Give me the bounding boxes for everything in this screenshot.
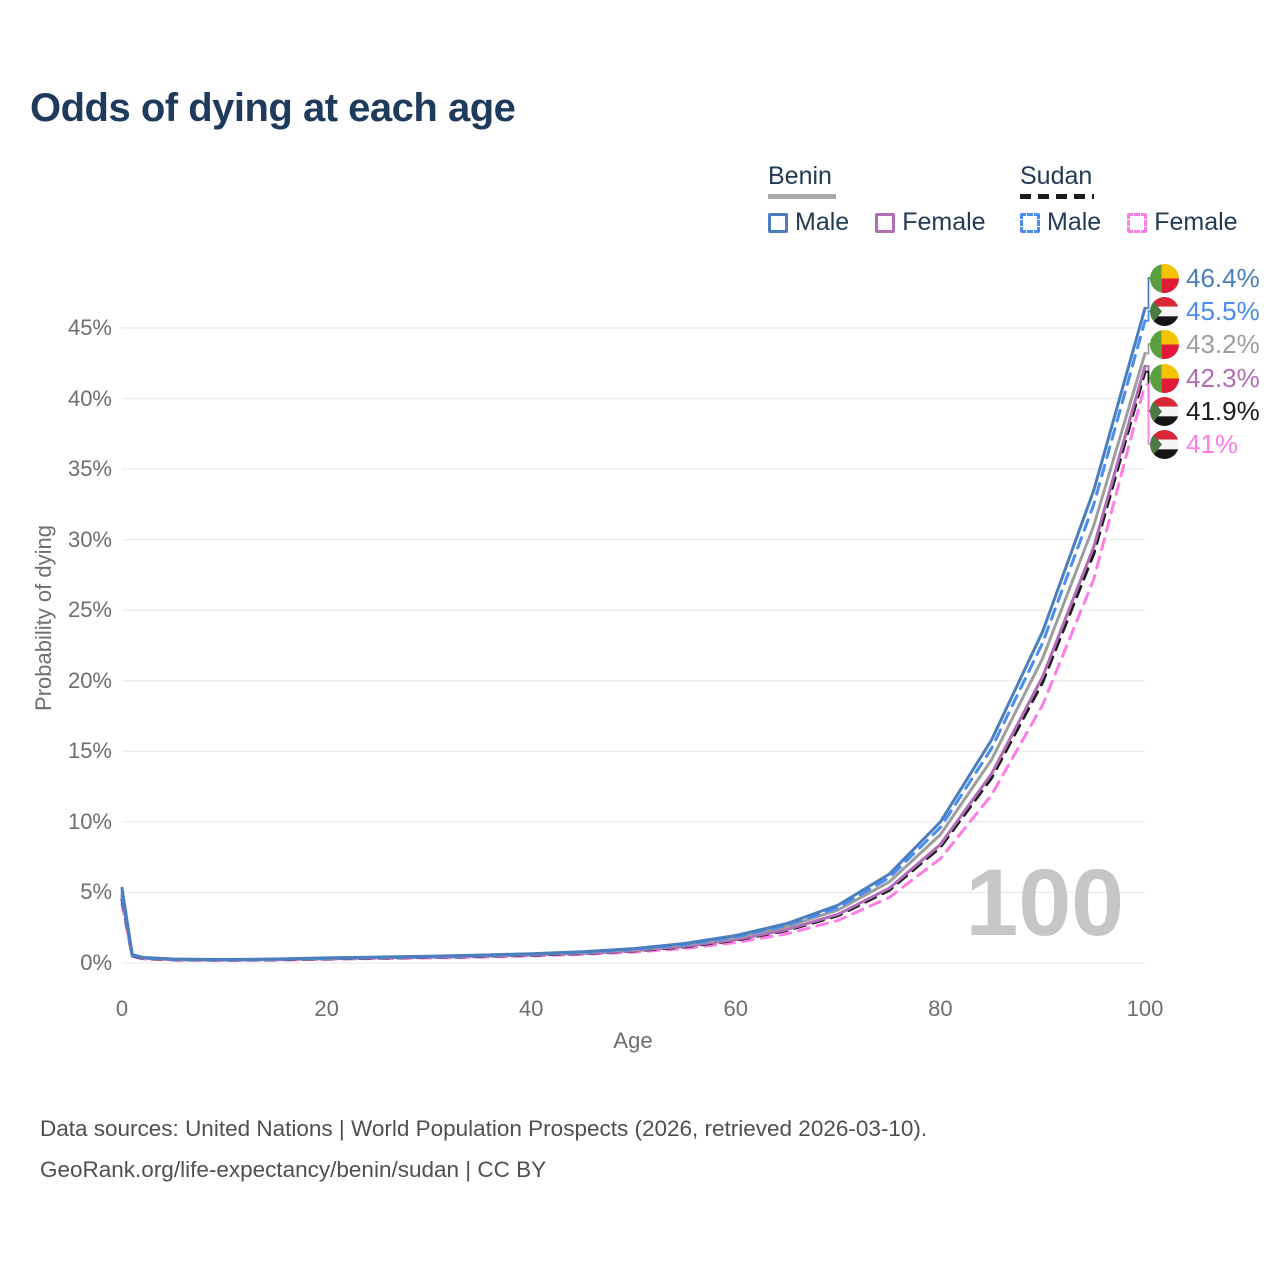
sudan-dashed-line-sample xyxy=(1020,194,1094,199)
y-tick-label: 25% xyxy=(67,597,112,623)
benin-flag-icon xyxy=(1150,329,1179,359)
x-axis-title: Age xyxy=(613,1028,653,1053)
source-line-2: GeoRank.org/life-expectancy/benin/sudan … xyxy=(40,1157,547,1182)
sudan-flag-icon xyxy=(1150,396,1179,426)
end-label-row-sudan-female: 41% xyxy=(1150,429,1238,459)
x-tick-label: 100 xyxy=(1126,996,1164,1021)
end-label-value: 41% xyxy=(1186,428,1239,459)
legend-label-benin-female: Female xyxy=(902,208,986,236)
legend-title-benin: Benin xyxy=(768,162,832,190)
end-label-row-sudan-combined: 41.9% xyxy=(1150,396,1260,426)
end-label-row-sudan-male: 45.5% xyxy=(1150,296,1260,326)
series-line-benin-male xyxy=(120,306,1147,962)
x-tick-label: 60 xyxy=(723,996,749,1021)
legend-items-sudan: Male Female xyxy=(1020,208,1238,237)
page-title: Odds of dying at each age xyxy=(30,86,516,130)
sudan-female-swatch-icon xyxy=(1127,212,1148,233)
legend-items-benin: Male Female xyxy=(768,208,986,237)
end-label-row-benin-female: 42.3% xyxy=(1150,363,1260,393)
legend-item-sudan-male[interactable]: Male xyxy=(1020,208,1101,237)
sudan-flag-icon xyxy=(1150,429,1179,459)
legend-item-benin-male[interactable]: Male xyxy=(768,208,849,237)
x-tick-label: 20 xyxy=(314,996,339,1021)
legend-group-benin: Benin Male Female xyxy=(768,162,986,237)
sudan-male-swatch-icon xyxy=(1020,212,1040,233)
end-label-row-benin-combined: 43.2% xyxy=(1150,329,1260,359)
benin-flag-icon xyxy=(1150,363,1179,393)
end-label-value: 42.3% xyxy=(1186,362,1260,393)
y-tick-label: 5% xyxy=(80,879,112,905)
end-label-row-benin-male: 46.4% xyxy=(1150,263,1260,293)
end-label-value: 43.2% xyxy=(1186,328,1260,359)
benin-female-swatch-icon xyxy=(875,212,896,233)
legend-title-sudan: Sudan xyxy=(1020,162,1093,190)
y-axis-title: Probability of dying xyxy=(31,525,56,711)
benin-solid-line-sample xyxy=(768,194,836,199)
x-tick-label: 40 xyxy=(518,996,544,1021)
age-watermark: 100 xyxy=(965,850,1124,956)
source-text: Data sources: United Nations | World Pop… xyxy=(40,1108,927,1190)
x-tick-label: 0 xyxy=(115,996,129,1021)
legend-label-sudan-female: Female xyxy=(1154,208,1238,236)
y-tick-label: 45% xyxy=(67,314,112,340)
legend-item-sudan-female[interactable]: Female xyxy=(1127,208,1238,237)
y-tick-label: 35% xyxy=(67,456,112,482)
benin-flag-icon xyxy=(1150,263,1179,293)
benin-male-swatch-icon xyxy=(768,212,788,233)
y-tick-label: 40% xyxy=(67,385,112,411)
legend-item-benin-female[interactable]: Female xyxy=(875,208,986,237)
end-label-value: 45.5% xyxy=(1186,295,1260,326)
sudan-flag-icon xyxy=(1150,296,1179,326)
y-tick-label: 20% xyxy=(67,667,112,693)
y-tick-label: 0% xyxy=(80,950,112,975)
x-tick-label: 80 xyxy=(928,996,953,1021)
y-tick-label: 30% xyxy=(67,526,112,552)
source-line-1: Data sources: United Nations | World Pop… xyxy=(40,1116,928,1141)
y-tick-label: 10% xyxy=(67,808,112,834)
legend-label-sudan-male: Male xyxy=(1047,208,1102,236)
end-label-value: 41.9% xyxy=(1186,395,1260,426)
legend-group-sudan: Sudan Male Female xyxy=(1020,162,1238,237)
legend-label-benin-male: Male xyxy=(795,208,850,236)
end-label-value: 46.4% xyxy=(1186,262,1260,293)
y-tick-label: 15% xyxy=(67,738,112,764)
